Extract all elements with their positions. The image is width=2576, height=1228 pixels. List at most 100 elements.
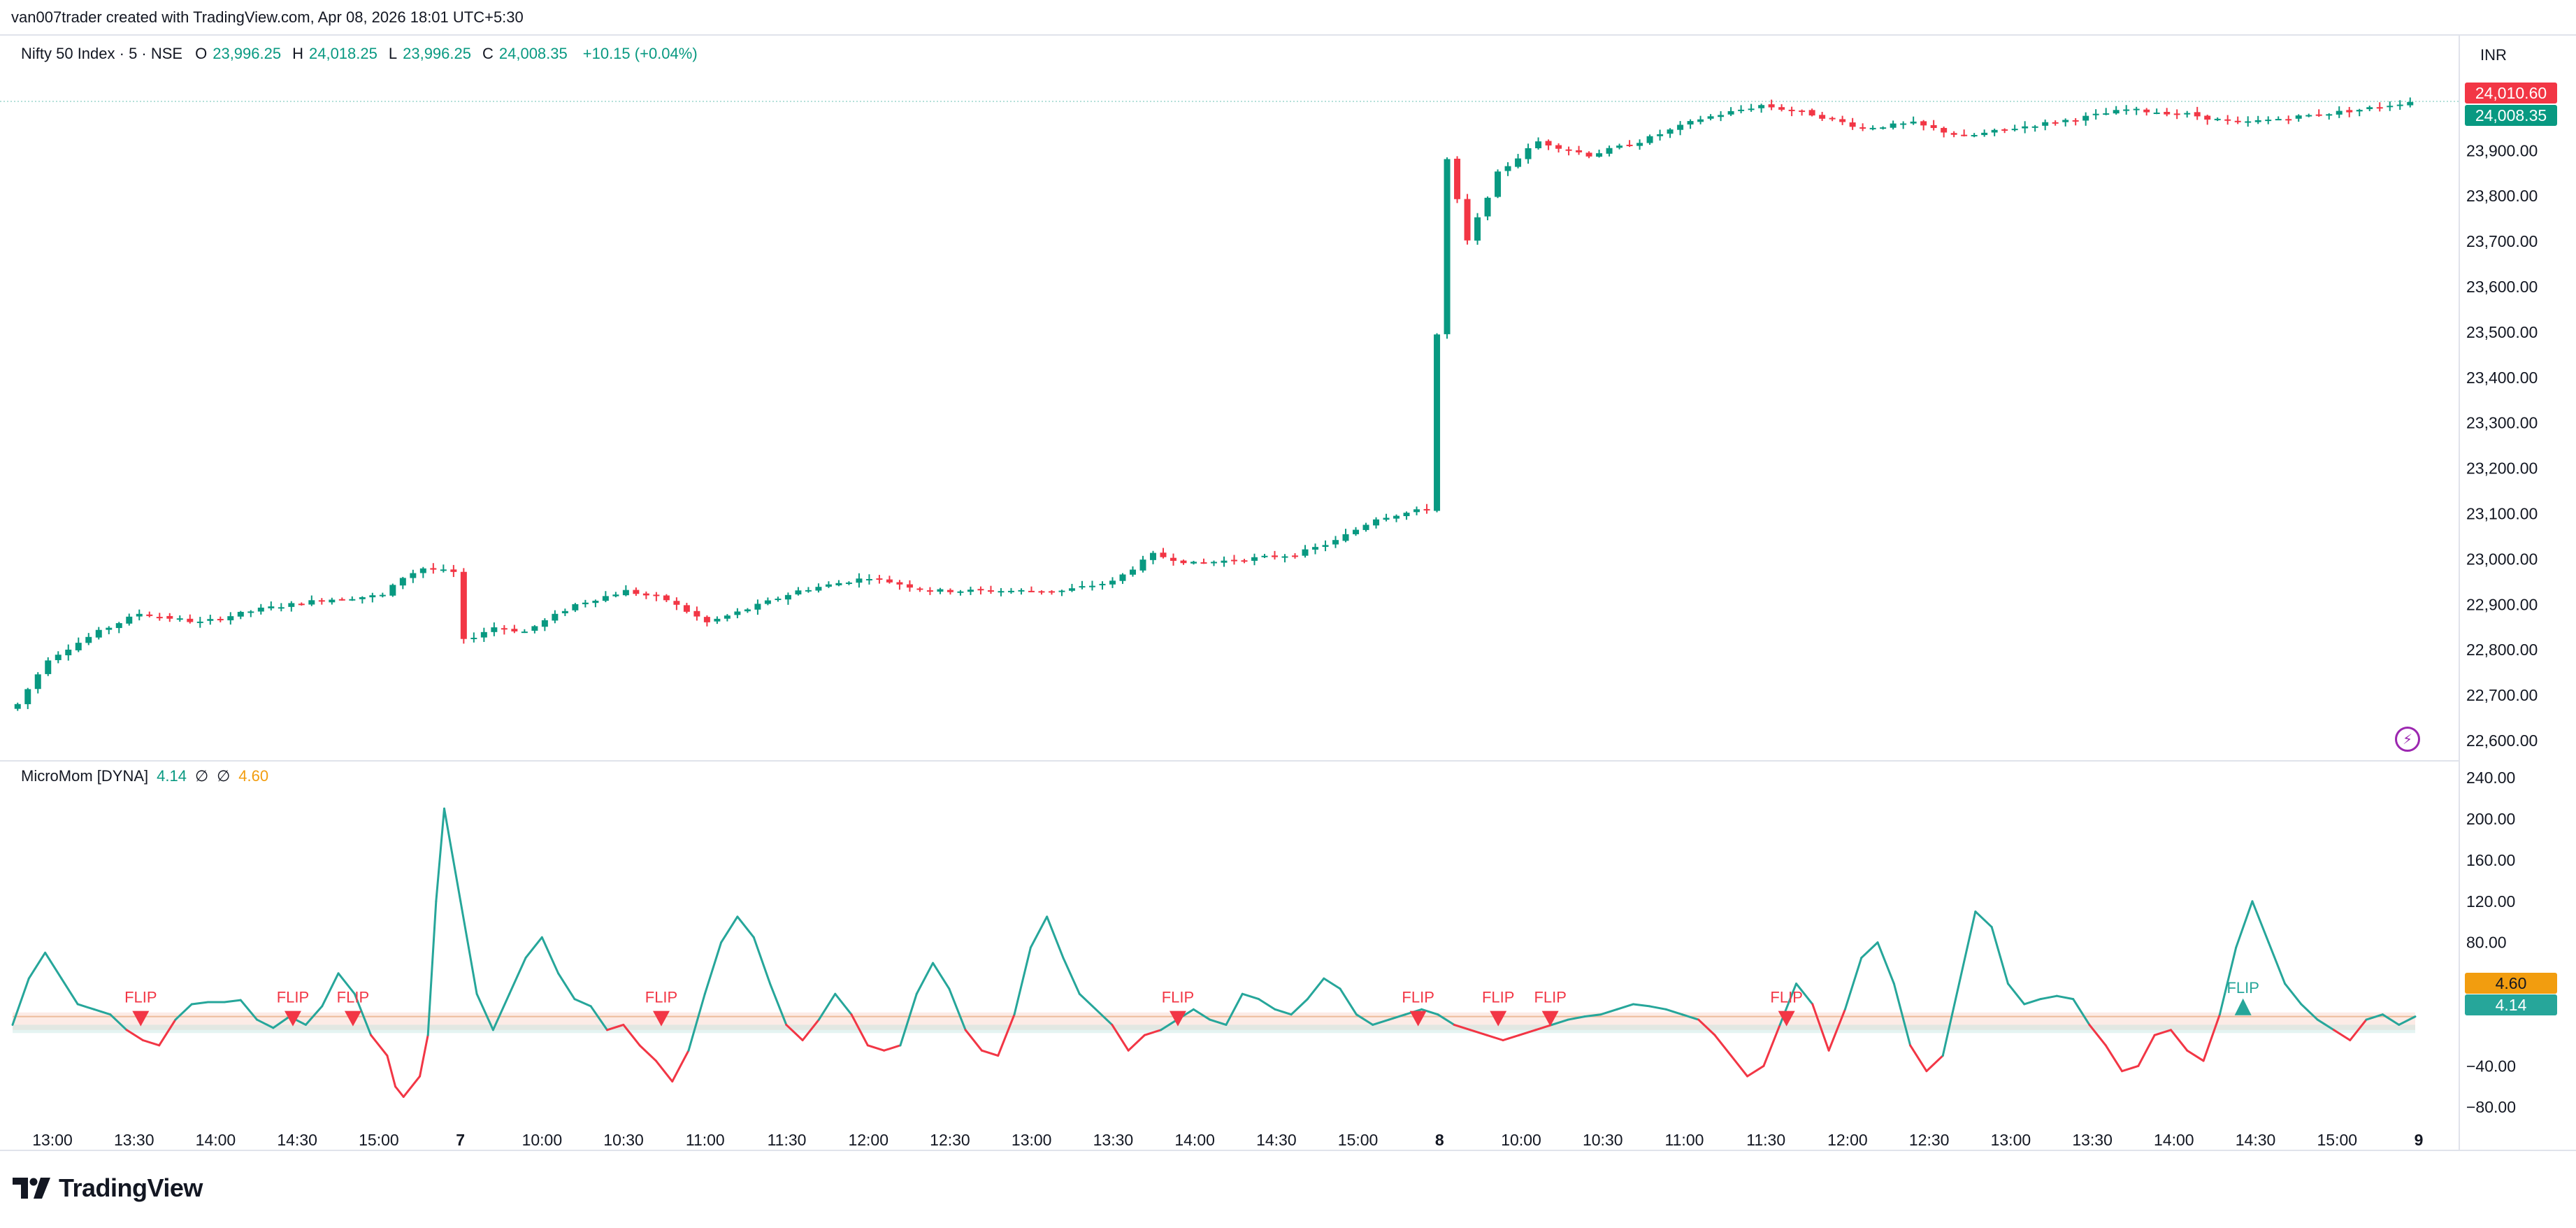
candle-body <box>1221 560 1228 563</box>
time-axis-label: 13:30 <box>2072 1131 2113 1149</box>
price-axis-tick: 23,800.00 <box>2466 187 2538 205</box>
indicator-axis-tick: 160.00 <box>2466 851 2515 869</box>
momentum-line-segment <box>899 992 918 1047</box>
momentum-line-segment <box>1062 957 1081 995</box>
candle-body <box>572 604 579 611</box>
momentum-line-segment <box>785 1023 804 1041</box>
momentum-line-segment <box>932 962 951 990</box>
candle-body <box>531 626 538 631</box>
candle-body <box>724 615 731 619</box>
candle-body <box>2011 129 2018 131</box>
momentum-line-segment <box>1046 915 1065 959</box>
momentum-line-segment <box>2267 941 2287 985</box>
momentum-line-segment <box>1029 915 1049 949</box>
candle-body <box>2082 115 2089 121</box>
momentum-line-segment <box>557 972 576 1001</box>
candle-body <box>1160 552 1167 557</box>
candle-body <box>937 589 944 592</box>
momentum-line-segment <box>1290 998 1309 1016</box>
momentum-line-segment <box>109 1013 128 1031</box>
candle-body <box>329 599 336 603</box>
indicator-axis-tick: 120.00 <box>2466 892 2515 911</box>
flip-label: FLIP <box>1770 989 1802 1006</box>
candle-body <box>1028 590 1035 592</box>
momentum-line-segment <box>174 1003 193 1021</box>
candle-body <box>1859 127 1866 129</box>
price-label-text: 24,010.60 <box>2475 84 2547 102</box>
candle-body <box>389 585 396 596</box>
high-value: 24,018.25 <box>308 45 377 62</box>
candle-body <box>896 582 903 585</box>
time-axis-label: 13:00 <box>1012 1131 1052 1149</box>
candle-body <box>2214 118 2221 120</box>
momentum-line-segment <box>1111 1023 1130 1052</box>
momentum-line-segment <box>239 999 259 1021</box>
price-axis-tick: 23,300.00 <box>2466 414 2538 432</box>
time-axis-label: 14:30 <box>1256 1131 1297 1149</box>
candle-body <box>2396 104 2403 106</box>
indicator-axis-tick: 240.00 <box>2466 769 2515 787</box>
candle-body <box>156 617 163 619</box>
candle-body <box>1799 110 1806 113</box>
candle-body <box>2164 111 2171 115</box>
candle-body <box>805 590 812 592</box>
candle-body <box>1383 517 1390 520</box>
momentum-line-segment <box>1599 1008 1618 1016</box>
candle-body <box>85 636 92 643</box>
candle-body <box>1129 569 1136 575</box>
candle-body <box>501 628 508 630</box>
momentum-line-segment <box>1860 941 1879 959</box>
candle-body <box>2062 120 2069 122</box>
candle-body <box>1657 134 1664 136</box>
momentum-line-segment <box>2218 946 2238 1016</box>
candle-body <box>1941 127 1948 133</box>
momentum-line-segment <box>1664 1008 1683 1016</box>
flip-down-marker <box>344 1011 361 1027</box>
indicator-na-1: ∅ <box>194 767 209 785</box>
price-axis-tick: 23,600.00 <box>2466 278 2538 296</box>
time-axis-label: 12:00 <box>848 1131 888 1149</box>
currency-label[interactable]: INR <box>2480 46 2507 64</box>
momentum-line-segment <box>769 983 788 1026</box>
momentum-line-segment <box>2153 1029 2172 1036</box>
momentum-line-segment <box>141 1039 161 1047</box>
momentum-line-segment <box>419 1034 429 1078</box>
momentum-line-segment <box>402 1075 422 1098</box>
momentum-line-segment <box>1681 1013 1700 1021</box>
candle-body <box>1292 555 1299 557</box>
low-value: 23,996.25 <box>403 45 471 62</box>
candle-body <box>1788 109 1795 111</box>
candle-body <box>521 631 528 634</box>
lightning-bolt-icon[interactable]: ⚡ <box>2395 727 2420 752</box>
candle-body <box>2295 115 2302 119</box>
indicator-legend: MicroMom [DYNA] 4.14 ∅ ∅ 4.60 <box>21 767 268 785</box>
candle-body <box>419 568 426 573</box>
candle-body <box>1362 524 1369 530</box>
momentum-line-segment <box>386 1055 397 1088</box>
momentum-line-segment <box>948 987 967 1031</box>
candle-body <box>856 578 863 583</box>
candle-body <box>2326 114 2333 116</box>
candle-body <box>1738 109 1745 111</box>
momentum-line-segment <box>703 941 723 995</box>
candle-body <box>1393 515 1400 519</box>
candle-body <box>1474 217 1481 241</box>
candle-body <box>1626 144 1633 146</box>
momentum-line-segment <box>573 998 592 1008</box>
candle-body <box>1149 552 1156 560</box>
candle-body <box>95 629 102 638</box>
candle-body <box>2346 110 2353 113</box>
close-value: 24,008.35 <box>498 45 568 62</box>
momentum-line-segment <box>883 1044 902 1052</box>
candle-body <box>1241 560 1248 562</box>
candle-body <box>1119 574 1126 581</box>
candle-body <box>430 568 437 570</box>
momentum-line-segment <box>1632 1003 1651 1008</box>
momentum-line-segment <box>524 936 543 959</box>
price-axis-tick: 22,700.00 <box>2466 686 2538 704</box>
candle-body <box>257 607 264 612</box>
flip-down-marker <box>1490 1011 1507 1027</box>
momentum-line-segment <box>1502 1034 1520 1041</box>
candle-body <box>754 604 761 610</box>
price-axis-tick: 23,100.00 <box>2466 505 2538 523</box>
